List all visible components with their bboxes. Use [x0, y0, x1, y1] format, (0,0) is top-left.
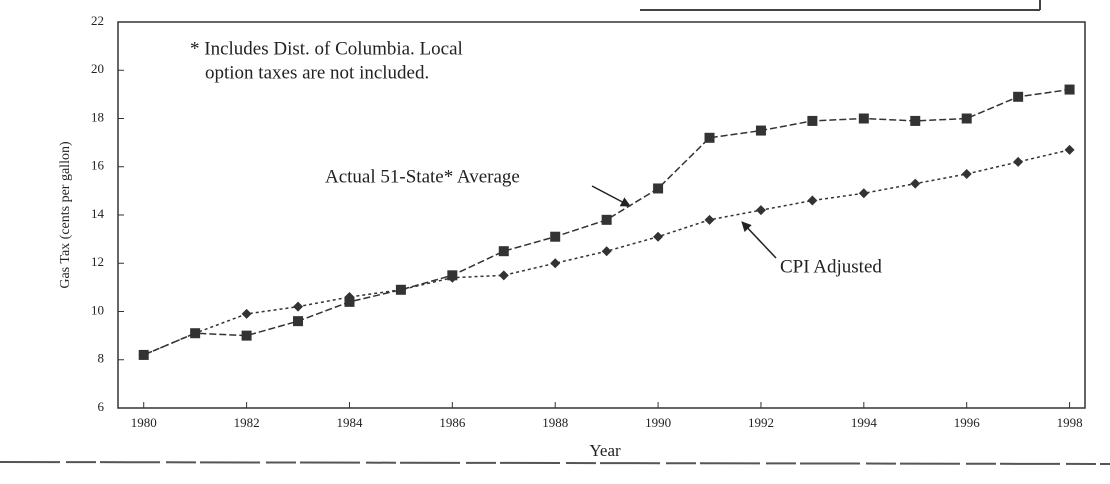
y-tick-label: 22: [91, 13, 104, 28]
x-tick-label: 1988: [542, 415, 568, 430]
x-tick-label: 1994: [851, 415, 878, 430]
point: [858, 113, 869, 124]
y-tick-label: 12: [91, 254, 104, 269]
point: [653, 231, 664, 242]
x-tick-label: 1982: [234, 415, 260, 430]
point: [601, 214, 612, 225]
label-arrow: [741, 221, 777, 259]
point: [755, 205, 766, 216]
point: [190, 328, 201, 339]
y-tick-label: 6: [98, 399, 105, 414]
point: [498, 270, 509, 281]
point: [498, 246, 509, 257]
x-axis-label: Year: [589, 441, 621, 460]
x-tick-label: 1998: [1057, 415, 1083, 430]
series-label: CPI Adjusted: [780, 256, 882, 277]
point: [910, 115, 921, 126]
point: [293, 316, 304, 327]
label-arrow: [591, 185, 631, 207]
point: [293, 301, 304, 312]
point: [1013, 156, 1024, 167]
point: [344, 292, 355, 303]
page-rule: [0, 461, 1110, 465]
point: [395, 284, 406, 295]
x-tick-label: 1986: [439, 415, 466, 430]
point: [241, 308, 252, 319]
x-tick-label: 1980: [131, 415, 157, 430]
y-axis-label: Gas Tax (cents per gallon): [58, 141, 73, 289]
y-tick-label: 10: [91, 302, 104, 317]
x-tick-label: 1990: [645, 415, 671, 430]
point: [961, 168, 972, 179]
point: [550, 231, 561, 242]
point: [704, 132, 715, 143]
point: [961, 113, 972, 124]
point: [1064, 84, 1075, 95]
point: [241, 330, 252, 341]
point: [601, 246, 612, 257]
note-line: option taxes are not included.: [205, 62, 429, 83]
point: [447, 272, 458, 283]
point: [1013, 91, 1024, 102]
point: [910, 178, 921, 189]
y-tick-label: 14: [91, 206, 105, 221]
y-tick-label: 18: [91, 109, 104, 124]
note-line: * Includes Dist. of Columbia. Local: [190, 38, 463, 59]
y-tick-label: 8: [98, 351, 105, 366]
point: [704, 214, 715, 225]
x-tick-label: 1992: [748, 415, 774, 430]
y-tick-label: 16: [91, 158, 105, 173]
point: [1064, 144, 1075, 155]
point: [807, 195, 818, 206]
point: [653, 183, 664, 194]
point: [550, 258, 561, 269]
point: [858, 188, 869, 199]
point: [138, 349, 149, 360]
series-label: Actual 51-State* Average: [325, 166, 520, 187]
point: [807, 115, 818, 126]
x-tick-label: 1984: [336, 415, 363, 430]
point: [755, 125, 766, 136]
x-tick-label: 1996: [954, 415, 981, 430]
y-tick-label: 20: [91, 61, 104, 76]
